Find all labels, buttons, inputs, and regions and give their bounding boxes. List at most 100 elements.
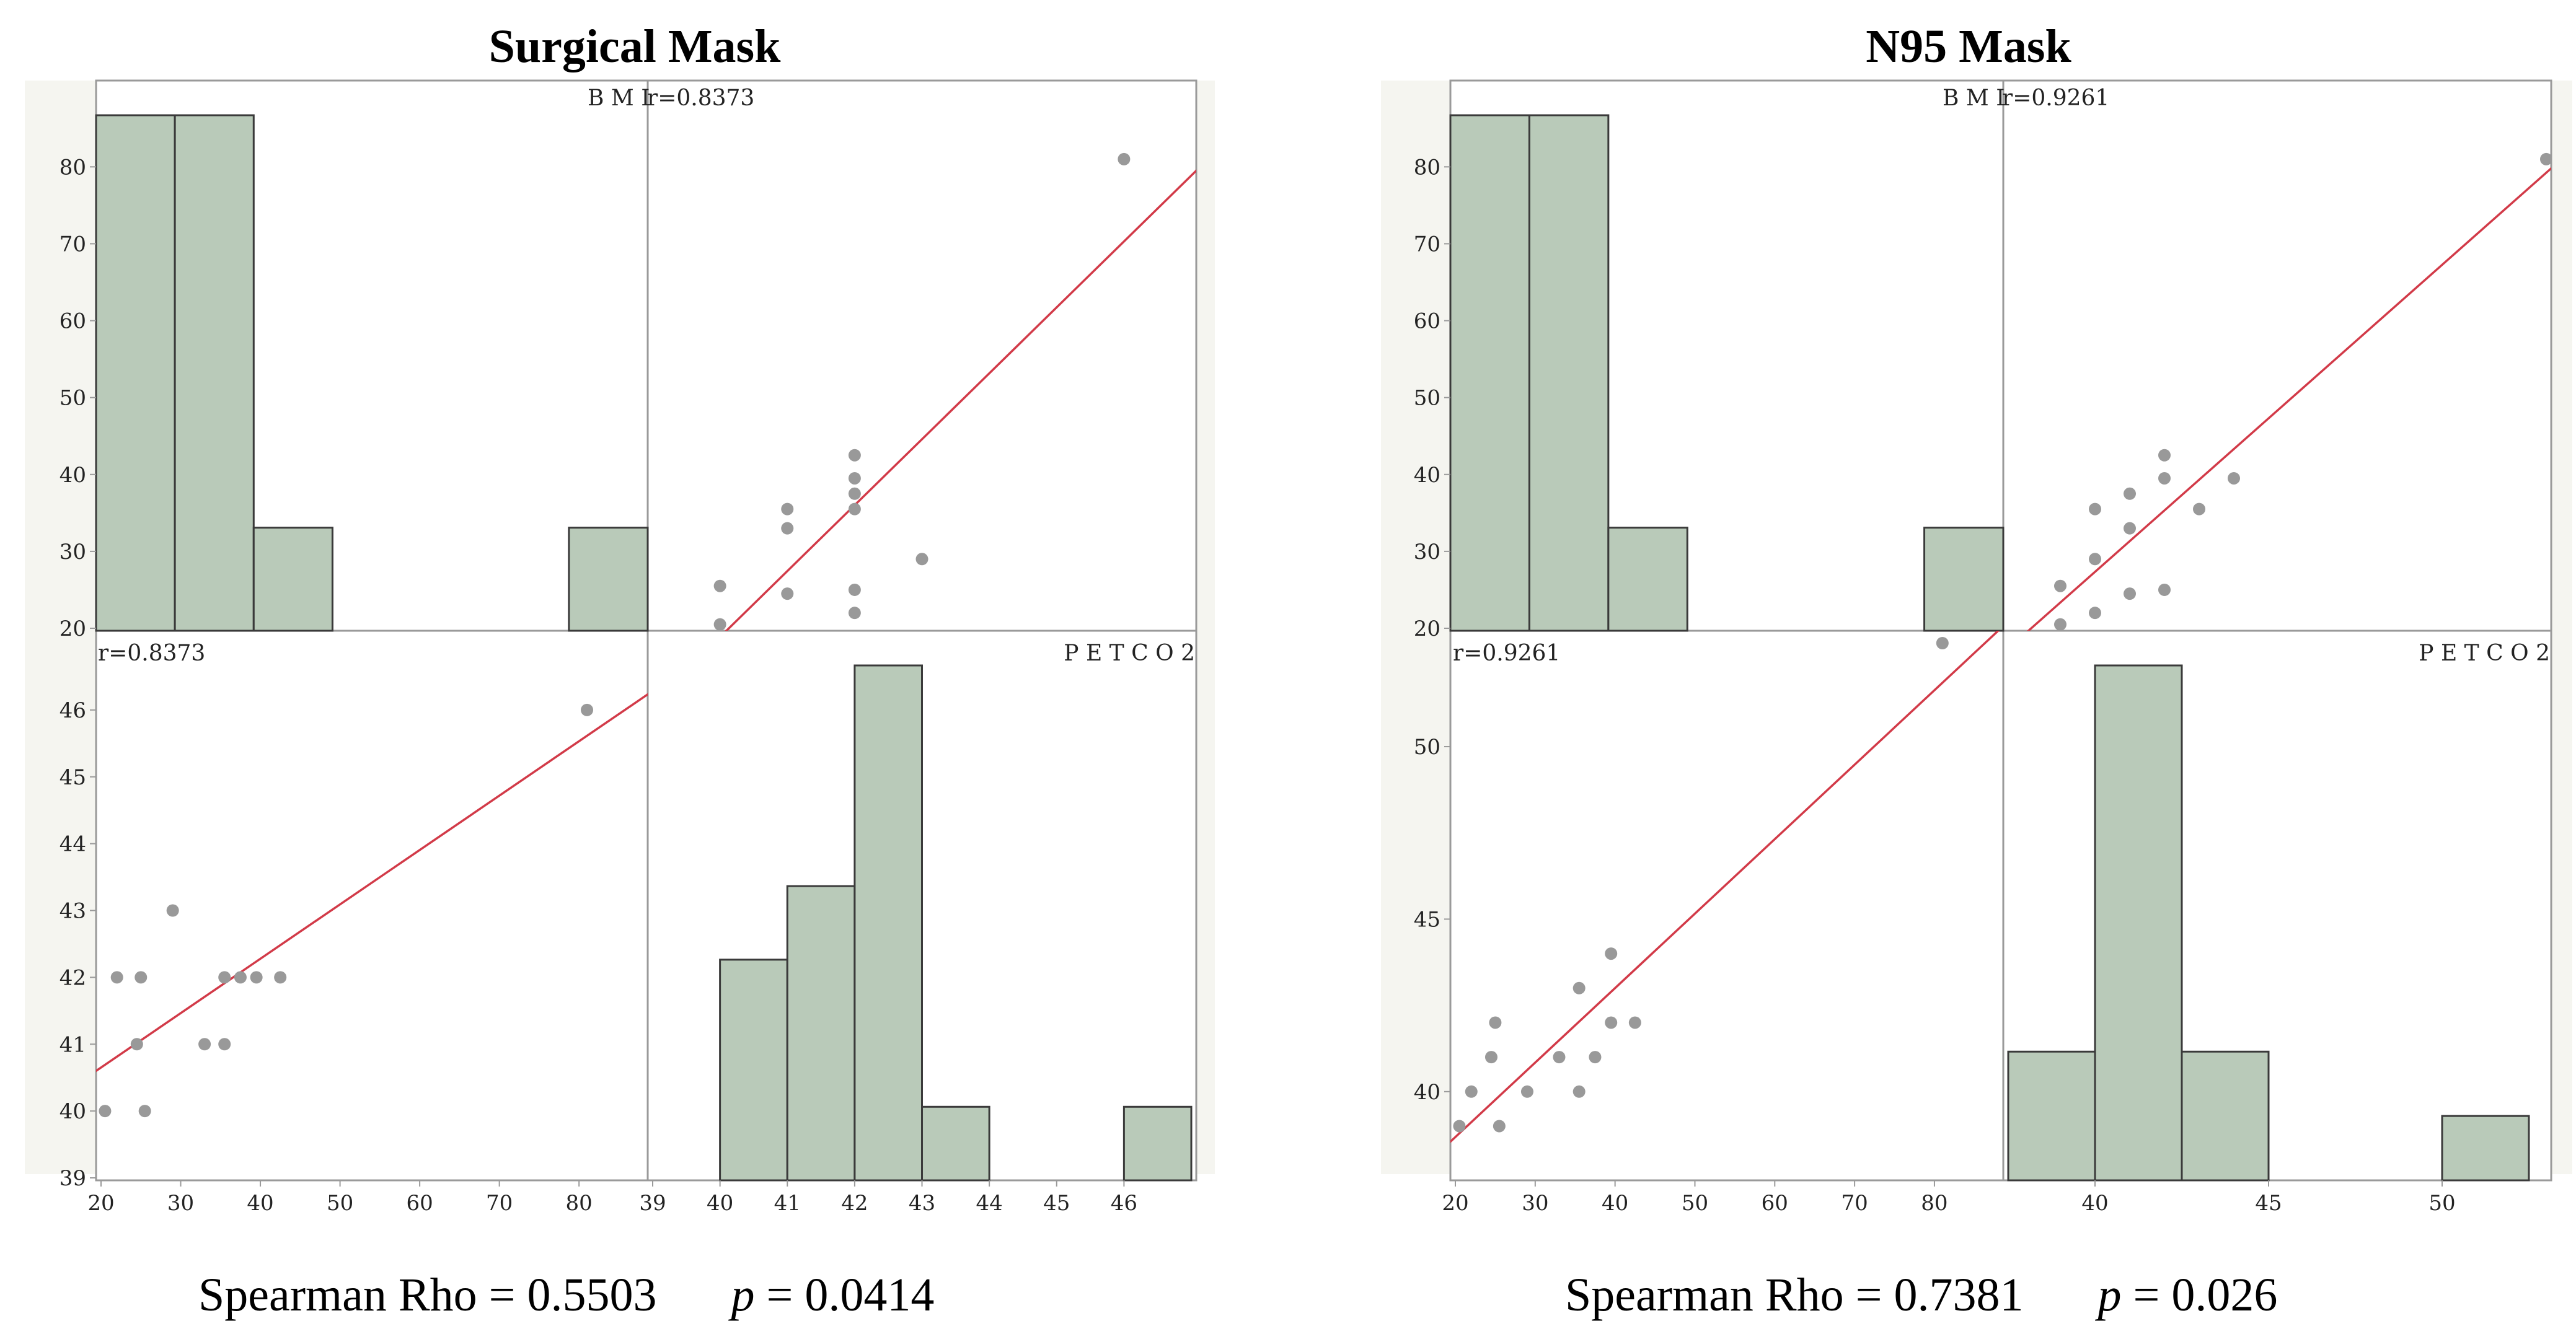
data-point xyxy=(848,583,861,596)
histogram-bar xyxy=(2094,664,2183,1182)
data-point xyxy=(2089,502,2101,516)
y-tick-label: 43 xyxy=(60,899,86,924)
data-point xyxy=(2054,618,2067,631)
data-point xyxy=(2124,522,2136,535)
data-point xyxy=(135,971,148,984)
r-label-top: r=0.9261 xyxy=(2002,86,2109,111)
y-tick-label: 60 xyxy=(60,309,86,334)
x-tick-label: 80 xyxy=(1921,1191,1947,1216)
y-tick-label: 46 xyxy=(60,698,86,723)
plot-layer: 20 30 40 50 60 70 80 39 40 41 42 43 44 45 46 20 30 40 50 60… xyxy=(25,79,1215,1216)
histogram-bar xyxy=(1607,527,1688,632)
data-point xyxy=(1118,152,1131,165)
x-tick-label: 41 xyxy=(774,1191,801,1216)
data-point xyxy=(2228,472,2240,485)
y-tick-label: 42 xyxy=(60,965,86,990)
data-point xyxy=(2158,583,2171,596)
data-point xyxy=(1573,981,1586,994)
petco2-diag-label: P E T C O 2 xyxy=(2419,641,2550,666)
data-point xyxy=(713,618,726,631)
y-tick-label: 40 xyxy=(1414,1080,1440,1105)
x-tick-label: 20 xyxy=(1442,1191,1468,1216)
y-tick-label: 40 xyxy=(60,463,86,488)
matrix-cell xyxy=(646,79,1198,632)
x-tick-label: 39 xyxy=(639,1191,666,1216)
x-tick-label: 43 xyxy=(909,1191,935,1216)
spearman-rho: Spearman Rho = 0.7381 xyxy=(1565,1269,2023,1321)
x-tick-label: 50 xyxy=(327,1191,353,1216)
y-tick-label: 70 xyxy=(60,232,86,257)
data-point xyxy=(713,579,726,592)
scatter-petco2-vs-bmi xyxy=(713,152,1196,631)
y-tick-label: 80 xyxy=(60,155,86,180)
histogram-bar xyxy=(568,527,649,632)
data-point xyxy=(781,522,794,535)
p-label: p xyxy=(728,1269,754,1321)
fit-line xyxy=(725,169,1196,631)
data-point xyxy=(1589,1051,1602,1064)
x-tick-label: 50 xyxy=(1682,1191,1708,1216)
histogram-bar xyxy=(1123,1105,1193,1182)
data-point xyxy=(2158,449,2171,462)
histogram-bar xyxy=(1449,114,1530,632)
data-point xyxy=(848,472,861,485)
y-tick-label: 50 xyxy=(1414,386,1440,411)
data-point xyxy=(2124,487,2136,500)
x-tick-label: 46 xyxy=(1111,1191,1137,1216)
data-point xyxy=(848,502,861,516)
x-tick-label: 80 xyxy=(566,1191,593,1216)
x-tick-label: 45 xyxy=(2255,1191,2282,1216)
data-point xyxy=(250,971,263,984)
data-point xyxy=(1628,1016,1641,1029)
fit-line xyxy=(1450,631,2000,1144)
x-tick-label: 30 xyxy=(167,1191,194,1216)
x-tick-label: 40 xyxy=(707,1191,733,1216)
fit-line xyxy=(2026,167,2551,631)
data-point xyxy=(1553,1051,1566,1064)
data-point xyxy=(274,971,287,984)
data-point xyxy=(915,553,929,566)
data-point xyxy=(1493,1120,1506,1133)
y-tick-label: 44 xyxy=(60,832,86,857)
data-point xyxy=(99,1105,112,1118)
scatter-bmi-vs-petco2 xyxy=(1450,631,2000,1144)
tick-labels: 20 30 40 50 60 70 80 39 40 41 42 43 44 45 46 20 30 40 50 60… xyxy=(60,155,1137,1216)
data-point xyxy=(166,904,179,917)
histogram-bar xyxy=(2441,1115,2530,1182)
data-point xyxy=(848,487,861,500)
y-tick-label: 70 xyxy=(1414,232,1440,257)
tick-labels: 20 30 40 50 60 70 80 40 45 50 20 30 40 50 60 70 80 40 45 50 xyxy=(1414,155,2456,1216)
histogram-bar xyxy=(252,527,333,632)
data-point xyxy=(1573,1085,1586,1098)
spearman-rho: Spearman Rho = 0.5503 xyxy=(198,1269,656,1321)
x-tick-label: 30 xyxy=(1522,1191,1548,1216)
data-point xyxy=(130,1038,143,1051)
data-point xyxy=(218,1038,231,1051)
data-point xyxy=(2193,502,2205,516)
petco2-diag-label: P E T C O 2 xyxy=(1064,641,1195,666)
data-point xyxy=(110,971,123,984)
histogram-bar xyxy=(719,959,788,1182)
chart-title: N95 Mask xyxy=(1866,20,2071,72)
x-tick-label: 40 xyxy=(2081,1191,2108,1216)
data-point xyxy=(1520,1085,1533,1098)
x-tick-label: 60 xyxy=(406,1191,433,1216)
data-point xyxy=(1453,1120,1466,1133)
data-point xyxy=(848,607,861,620)
histogram-bar xyxy=(921,1105,990,1182)
data-point xyxy=(2054,579,2067,592)
histogram-bar xyxy=(95,114,176,632)
data-point xyxy=(2089,607,2101,620)
y-tick-label: 80 xyxy=(1414,155,1440,180)
r-label-bottom: r=0.8373 xyxy=(98,641,205,666)
data-point xyxy=(1605,947,1618,960)
histogram-bar xyxy=(174,114,255,632)
matrix-cell xyxy=(95,630,649,1182)
histogram-bar xyxy=(1528,114,1610,632)
data-point xyxy=(1489,1016,1502,1029)
data-point xyxy=(138,1105,151,1118)
data-point xyxy=(2124,587,2136,600)
y-tick-label: 40 xyxy=(1414,463,1440,488)
p-value: = 0.0414 xyxy=(754,1269,934,1321)
